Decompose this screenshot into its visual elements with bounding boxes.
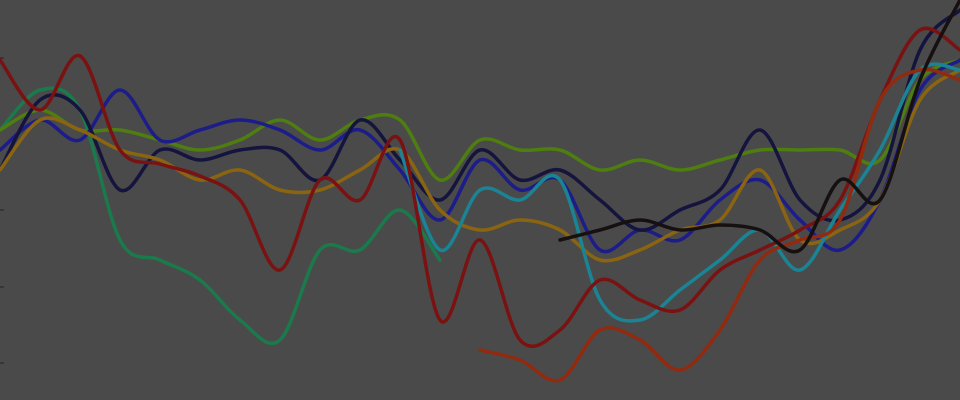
series-line-9 xyxy=(558,0,960,254)
series-line-4 xyxy=(0,8,960,232)
series-line-8 xyxy=(478,67,960,383)
y-axis-ticks xyxy=(0,57,4,364)
series-lines xyxy=(0,0,960,383)
series-line-6 xyxy=(398,62,960,323)
series-line-5 xyxy=(0,68,960,263)
series-line-7 xyxy=(0,26,960,348)
